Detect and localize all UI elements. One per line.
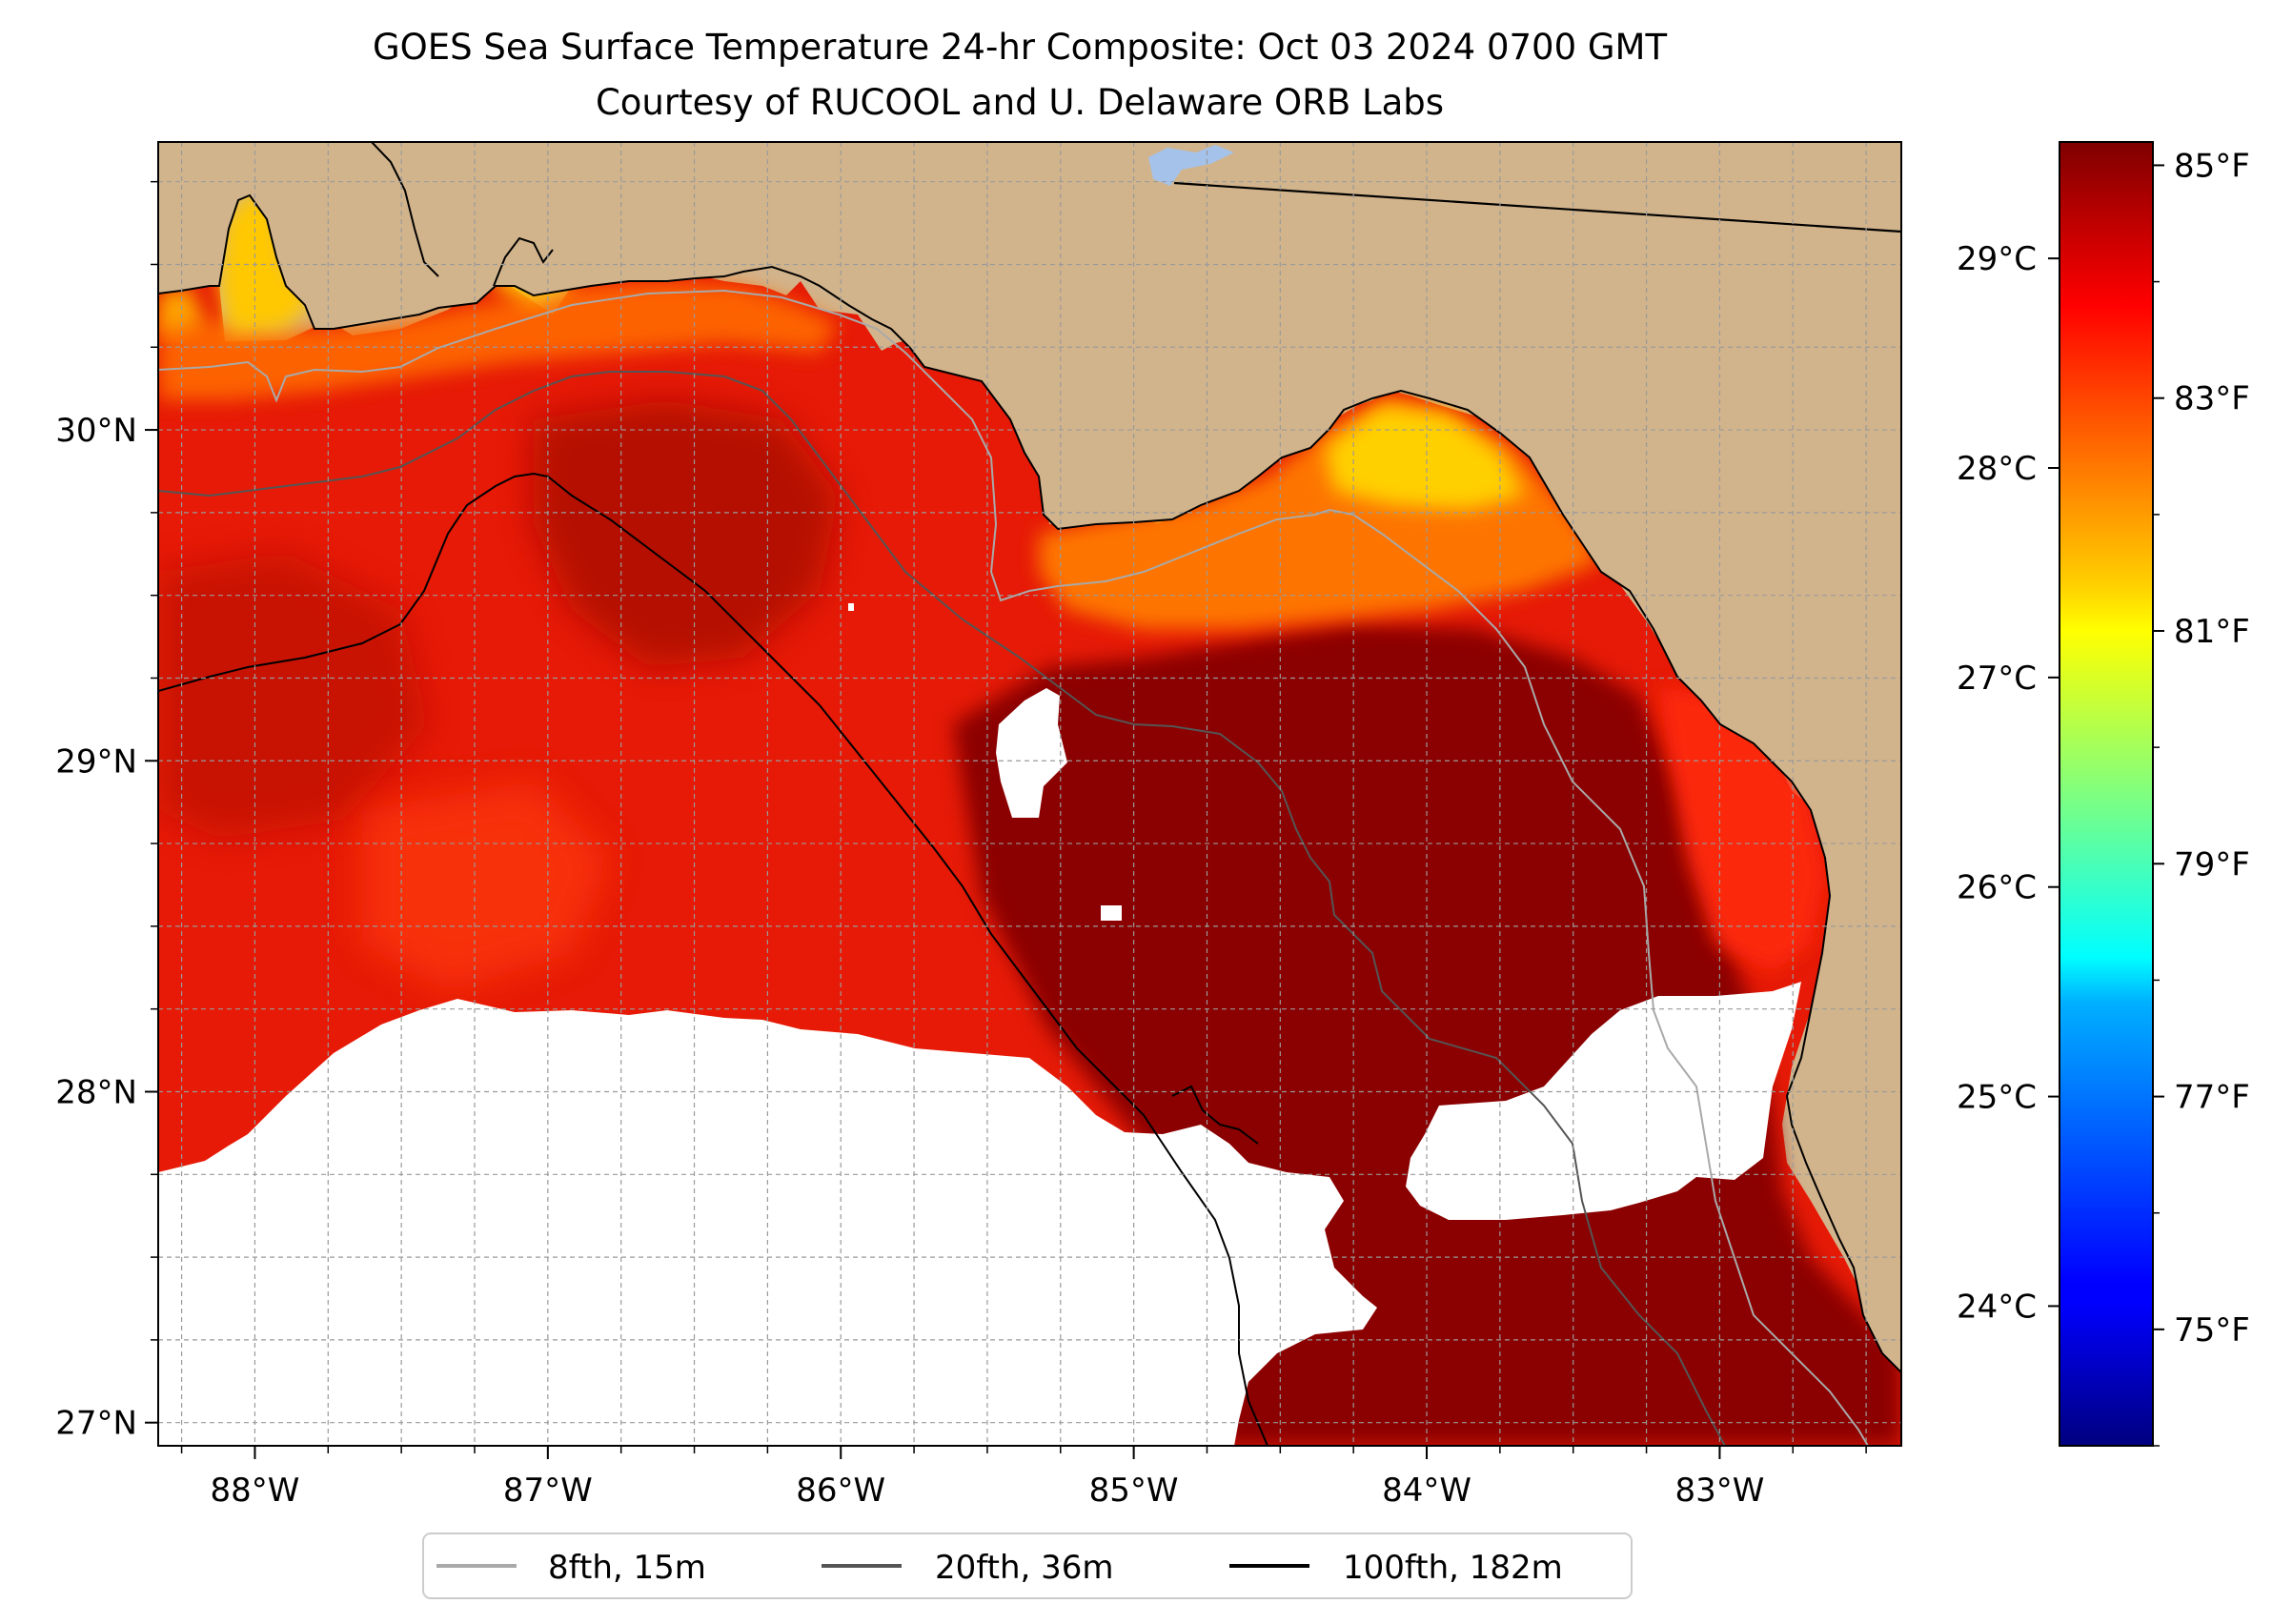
sst-east-coast-red: [1658, 686, 1825, 972]
legend-label-20fth: 20fth, 36m: [935, 1549, 1114, 1587]
y-tick-label: 29°N: [55, 742, 137, 781]
graticule: [158, 142, 1901, 1446]
colorbar-fahrenheit-ticks: 75°F 77°F 79°F 81°F 83°F 85°F: [2153, 147, 2250, 1447]
legend-label-100fth: 100fth, 182m: [1343, 1549, 1563, 1587]
x-axis: 88°W 87°W 86°W 85°W 84°W 83°W: [180, 1446, 1867, 1510]
y-tick-label: 30°N: [55, 412, 137, 450]
no-data-east: [1406, 982, 1801, 1220]
map-panel: [158, 142, 1901, 1446]
colorbar-c-label: 25°C: [1957, 1079, 2037, 1117]
legend-box: [422, 1533, 1633, 1599]
colorbar-c-label: 28°C: [1957, 450, 2037, 488]
isobath-8fth: [158, 289, 1869, 1446]
coastline-detail-pensacola: [493, 236, 554, 287]
x-tick-label: 83°W: [1674, 1472, 1764, 1510]
colorbar-frame: [2059, 141, 2154, 1447]
colorbar-f-label: 77°F: [2174, 1079, 2250, 1117]
no-data-speck: [1101, 905, 1122, 921]
isobath-20fth: [158, 371, 1726, 1446]
colorbar-f-label: 83°F: [2174, 380, 2250, 418]
isobath-100fth: [158, 472, 1268, 1446]
colorbar-c-label: 26°C: [1957, 869, 2037, 907]
state-border: [1173, 181, 1901, 233]
colorbar-c-label: 29°C: [1957, 240, 2037, 278]
colorbar-f-label: 79°F: [2174, 845, 2250, 883]
legend: 8fth, 15m 20fth, 36m 100fth, 182m: [422, 1533, 1633, 1599]
colorbar-gradient: [2060, 142, 2153, 1446]
colorbar-celsius-ticks: 24°C 25°C 26°C 27°C 28°C 29°C: [1957, 240, 2060, 1326]
title-line-1: GOES Sea Surface Temperature 24-hr Compo…: [373, 27, 1668, 68]
y-tick-label: 27°N: [55, 1405, 137, 1443]
coastline-land: [158, 142, 1901, 1374]
x-tick-label: 85°W: [1089, 1472, 1179, 1510]
colorbar-c-label: 27°C: [1957, 660, 2037, 698]
colorbar-f-label: 81°F: [2174, 613, 2250, 651]
colorbar-f-label: 85°F: [2174, 147, 2250, 185]
map-frame: [157, 141, 1902, 1447]
title-line-2: Courtesy of RUCOOL and U. Delaware ORB L…: [596, 82, 1444, 123]
sst-orange-patch: [362, 782, 610, 991]
no-data-patch-central: [996, 688, 1067, 818]
sst-yellow-patch-bigbend: [1325, 405, 1525, 510]
legend-label-8fth: 8fth, 15m: [548, 1549, 706, 1587]
lake: [1148, 145, 1234, 186]
sst-yellow-patch-mobile: [219, 191, 315, 334]
x-tick-label: 87°W: [503, 1472, 593, 1510]
sst-warm-blob-north: [534, 400, 839, 667]
x-tick-label: 86°W: [796, 1472, 885, 1510]
x-tick-label: 84°W: [1382, 1472, 1471, 1510]
y-tick-label: 28°N: [55, 1073, 137, 1111]
colorbar: 24°C 25°C 26°C 27°C 28°C 29°C 75°F 77°F 79°F 81°…: [1957, 141, 2250, 1447]
no-data-south: [158, 999, 1377, 1446]
sst-warm-blob-west: [158, 553, 429, 839]
no-data-speck-2: [848, 603, 854, 611]
colorbar-f-label: 75°F: [2174, 1311, 2250, 1350]
coastline-detail-tampa: [1171, 1085, 1259, 1145]
x-tick-label: 88°W: [210, 1472, 299, 1510]
y-axis: 27°N 28°N 29°N 30°N: [55, 180, 158, 1443]
colorbar-c-label: 24°C: [1957, 1288, 2037, 1326]
